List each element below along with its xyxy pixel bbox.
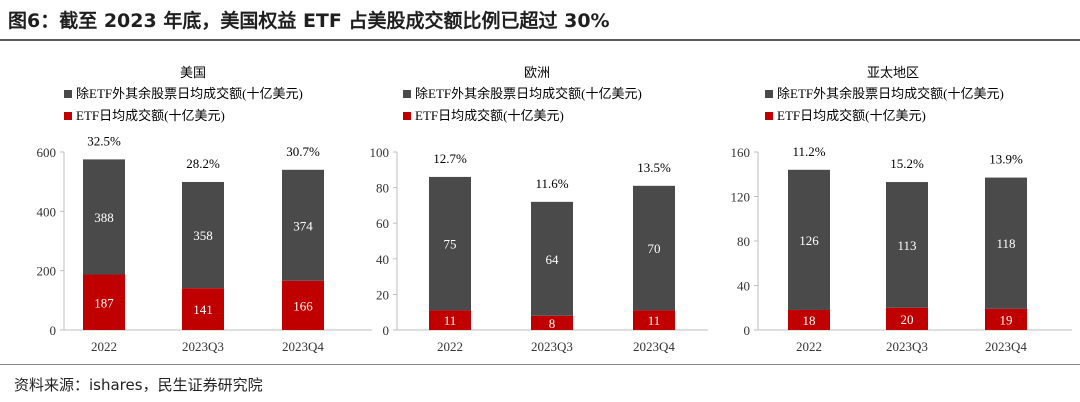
data-label-other: 75 [444,237,457,252]
y-tick-label: 120 [731,190,751,205]
legend-label-other: 除ETF外其余股票日均成交额(十亿美元) [415,86,642,101]
data-label-etf: 11 [444,313,457,328]
chart-title: 亚太地区 [867,65,919,80]
percent-label: 11.2% [792,144,825,159]
bar-other [531,201,573,316]
data-label-etf: 8 [549,316,556,331]
x-tick-label: 2023Q4 [633,339,675,354]
data-label-etf: 19 [1000,312,1013,327]
bar-etf [985,308,1027,330]
data-label-other: 358 [193,228,213,243]
bar-other [788,169,830,310]
bar-etf [429,310,471,330]
percent-label: 11.6% [535,176,568,191]
data-label-etf: 18 [803,313,816,328]
bar-other [886,182,928,308]
data-label-other: 374 [293,218,313,233]
y-tick-label: 60 [376,216,389,231]
x-tick-label: 2022 [91,339,117,354]
percent-label: 15.2% [890,156,924,171]
bar-etf [182,288,224,330]
x-tick-label: 2022 [437,339,463,354]
data-label-other: 118 [996,236,1015,251]
chart-title: 美国 [180,65,206,80]
y-tick-label: 40 [376,252,389,267]
bar-etf [886,307,928,330]
bar-etf [83,274,125,330]
legend-swatch-other [765,90,773,98]
bar-etf [633,310,675,330]
bar-other [182,181,224,289]
bar-other [633,185,675,311]
y-tick-label: 40 [737,279,750,294]
legend-label-other: 除ETF外其余股票日均成交额(十亿美元) [777,86,1004,101]
bar-other [83,159,125,275]
percent-label: 12.7% [433,151,467,166]
bar-etf [531,315,573,330]
data-label-other: 388 [94,210,114,225]
figure-title: 图6：截至 2023 年底，美国权益 ETF 占美股成交额比例已超过 30% [8,10,610,32]
x-tick-label: 2023Q3 [886,339,928,354]
y-tick-label: 600 [37,145,57,160]
legend-label-other: 除ETF外其余股票日均成交额(十亿美元) [76,86,303,101]
data-label-etf: 141 [193,302,213,317]
bar-other [282,169,324,281]
bar-other [985,177,1027,309]
y-tick-label: 80 [737,234,750,249]
data-label-other: 113 [897,238,916,253]
source-note: 资料来源：ishares，民生证券研究院 [14,376,263,394]
data-label-etf: 166 [293,298,313,313]
data-label-etf: 11 [648,313,661,328]
percent-label: 30.7% [286,144,320,159]
data-label-other: 126 [799,233,819,248]
data-label-etf: 20 [901,312,914,327]
data-label-other: 70 [648,241,661,256]
x-tick-label: 2023Q4 [282,339,324,354]
y-tick-label: 0 [50,323,57,338]
legend-label-etf: ETF日均成交额(十亿美元) [415,108,564,123]
x-tick-label: 2023Q3 [182,339,224,354]
legend-label-etf: ETF日均成交额(十亿美元) [777,108,926,123]
legend-swatch-other [64,90,72,98]
data-label-other: 64 [546,252,560,267]
y-tick-label: 200 [37,264,57,279]
y-tick-label: 100 [370,145,390,160]
y-tick-label: 0 [744,323,751,338]
source-divider [0,364,1080,365]
x-tick-label: 2022 [796,339,822,354]
legend-swatch-etf [403,112,411,120]
percent-label: 13.5% [637,160,671,175]
x-tick-label: 2023Q3 [531,339,573,354]
title-divider [0,39,1080,41]
legend-swatch-other [403,90,411,98]
chart-title: 欧洲 [524,65,550,80]
y-tick-label: 400 [37,204,57,219]
percent-label: 28.2% [186,156,220,171]
legend-swatch-etf [64,112,72,120]
bar-etf [282,280,324,330]
y-tick-label: 80 [376,181,389,196]
percent-label: 13.9% [989,152,1023,167]
bar-other [429,176,471,311]
legend-label-etf: ETF日均成交额(十亿美元) [76,108,225,123]
y-tick-label: 160 [731,145,751,160]
bar-etf [788,309,830,330]
legend-swatch-etf [765,112,773,120]
y-tick-label: 0 [383,323,390,338]
x-tick-label: 2023Q4 [985,339,1027,354]
y-tick-label: 20 [376,287,389,302]
data-label-etf: 187 [94,295,114,310]
percent-label: 32.5% [87,133,121,148]
